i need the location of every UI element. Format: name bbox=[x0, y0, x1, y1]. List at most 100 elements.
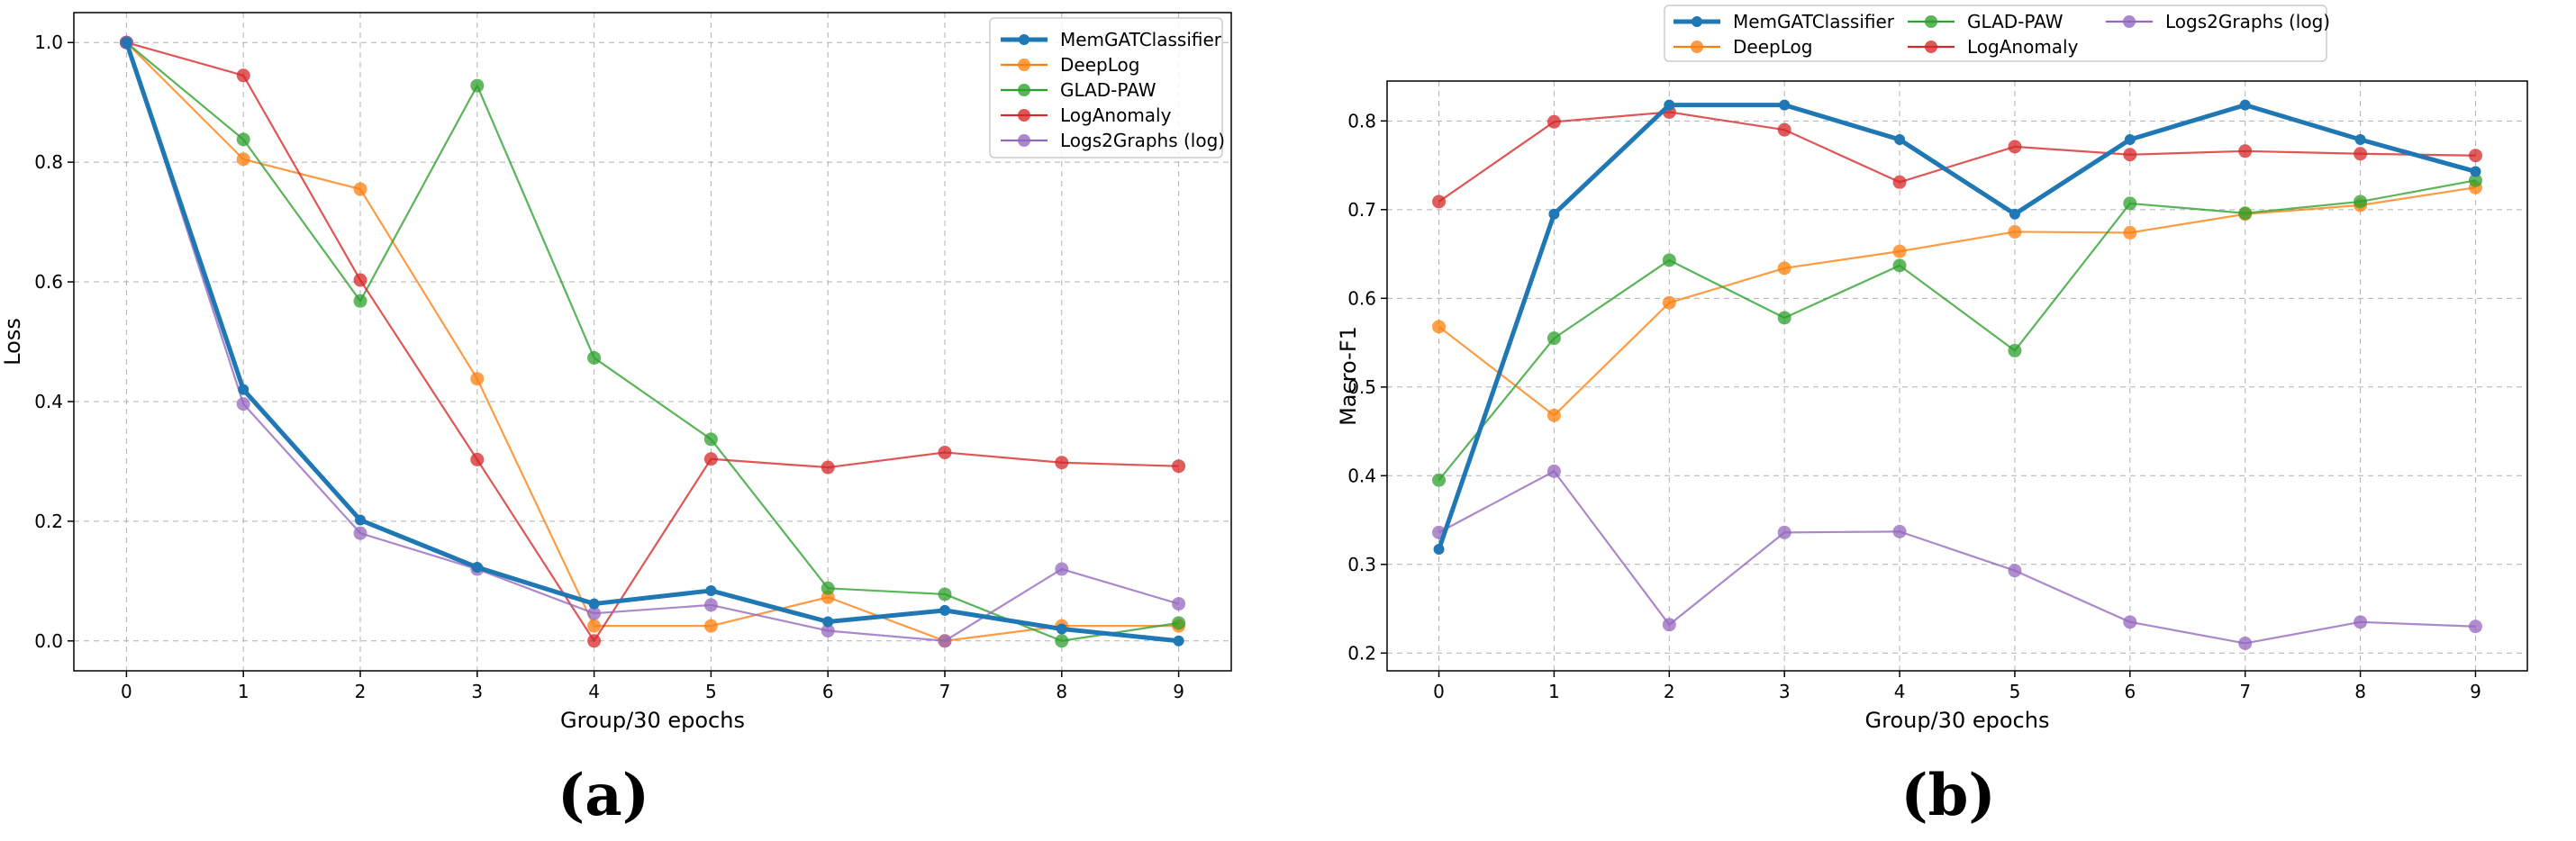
series-line bbox=[1438, 111, 2476, 203]
data-point bbox=[821, 623, 835, 638]
data-point bbox=[355, 514, 367, 526]
y-tick-label: 0.5 bbox=[1347, 376, 1376, 398]
series-line bbox=[125, 41, 1179, 642]
data-point bbox=[1892, 258, 1907, 273]
data-point bbox=[471, 562, 483, 574]
y-tick-label: 0.0 bbox=[34, 630, 63, 652]
data-point bbox=[1055, 634, 1069, 648]
data-point bbox=[2238, 206, 2253, 221]
series-glad-paw bbox=[1432, 173, 2482, 487]
y-tick-label: 0.4 bbox=[1347, 465, 1376, 486]
data-point bbox=[1777, 261, 1791, 276]
y-tick-label: 0.8 bbox=[1347, 110, 1376, 131]
data-point bbox=[703, 432, 718, 447]
data-point bbox=[2123, 615, 2137, 629]
data-point bbox=[1055, 562, 1069, 576]
data-point bbox=[121, 37, 132, 49]
legend-label: DeepLog bbox=[1733, 36, 1812, 58]
data-point bbox=[1547, 408, 1561, 422]
data-point bbox=[2124, 134, 2136, 146]
data-point bbox=[703, 452, 718, 466]
data-point bbox=[1056, 623, 1067, 635]
data-point bbox=[236, 132, 250, 147]
macro-f1-chart: 0 1 2 3 4 5 6 7 8 9 0.2 0.3 0.4 0.5 0.6 0.7 0.8 Group/30… bbox=[1336, 5, 2528, 829]
data-point bbox=[2009, 208, 2020, 220]
data-point bbox=[2123, 225, 2137, 240]
legend-label: MemGATClassifier bbox=[1733, 11, 1895, 32]
legend-marker bbox=[1019, 34, 1029, 45]
x-tick-label: 1 bbox=[238, 681, 249, 702]
legend: MemGATClassifier DeepLog GLAD-PAW LogAnomal… bbox=[989, 17, 1225, 158]
legend: MemGATClassifier DeepLog GLAD-PAW LogAnomal… bbox=[1664, 5, 2330, 62]
legend-label: Logs2Graphs (log) bbox=[2165, 11, 2330, 32]
series-memgatclassifier bbox=[121, 37, 1184, 647]
data-point bbox=[2008, 224, 2022, 239]
legend-label: GLAD-PAW bbox=[1967, 11, 2064, 32]
series-line bbox=[126, 41, 1179, 642]
data-point bbox=[2008, 564, 2022, 578]
data-point bbox=[353, 294, 367, 308]
x-tick-label: 9 bbox=[1173, 681, 1184, 702]
data-point bbox=[236, 68, 250, 83]
y-tick-label: 0.7 bbox=[1347, 199, 1376, 221]
data-point bbox=[2354, 615, 2368, 629]
series-memgatclassifier bbox=[1433, 99, 2481, 556]
panel-label: (b) bbox=[1900, 762, 1995, 829]
data-point bbox=[1892, 524, 1907, 538]
data-point bbox=[238, 384, 249, 395]
data-point bbox=[2123, 148, 2137, 162]
x-tick-label: 2 bbox=[355, 681, 367, 702]
data-point bbox=[703, 598, 718, 612]
data-point bbox=[1894, 134, 1906, 146]
x-tick-label: 6 bbox=[822, 681, 834, 702]
y-tick-label: 0.3 bbox=[1347, 554, 1376, 575]
data-point bbox=[470, 452, 485, 466]
data-point bbox=[1433, 544, 1445, 556]
y-tick-label: 0.6 bbox=[1347, 287, 1376, 309]
data-point bbox=[938, 634, 952, 648]
data-point bbox=[1777, 122, 1791, 137]
x-tick-label: 4 bbox=[1894, 681, 1906, 702]
legend-label: MemGATClassifier bbox=[1060, 29, 1222, 50]
x-tick-label: 6 bbox=[2124, 681, 2136, 702]
data-point bbox=[2354, 134, 2366, 146]
data-point bbox=[1172, 459, 1186, 474]
data-point bbox=[938, 587, 952, 601]
data-point bbox=[587, 619, 602, 633]
x-tick-label: 0 bbox=[121, 681, 132, 702]
data-point bbox=[705, 584, 717, 596]
x-tick-label: 2 bbox=[1664, 681, 1675, 702]
x-tick-label: 5 bbox=[2009, 681, 2021, 702]
data-point bbox=[1432, 473, 1447, 487]
data-point bbox=[1662, 253, 1676, 267]
y-tick-label: 1.0 bbox=[34, 32, 63, 53]
data-point bbox=[2468, 173, 2482, 187]
legend-label: LogAnomaly bbox=[1967, 36, 2079, 58]
legend-marker bbox=[1018, 109, 1030, 122]
y-axis-label: Loss bbox=[0, 318, 25, 366]
legend-entry-deeplog: DeepLog bbox=[1673, 36, 1812, 58]
series-logs2graphs-log bbox=[1432, 464, 2482, 650]
legend-marker bbox=[1018, 134, 1030, 147]
y-tick-label: 0.2 bbox=[1347, 642, 1376, 664]
legend-label: Logs2Graphs (log) bbox=[1060, 130, 1225, 151]
legend-box bbox=[989, 17, 1223, 158]
x-tick-label: 7 bbox=[2239, 681, 2251, 702]
series-line bbox=[124, 41, 1179, 644]
legend-marker bbox=[1692, 16, 1702, 27]
series-loganomaly bbox=[1432, 104, 2482, 209]
legend-entry-glad-paw: GLAD-PAW bbox=[1908, 11, 2064, 32]
legend-marker bbox=[1925, 41, 1937, 53]
data-point bbox=[821, 581, 835, 595]
y-tick-label: 0.6 bbox=[34, 271, 63, 293]
data-point bbox=[1779, 99, 1791, 111]
series-line bbox=[1438, 186, 2476, 417]
legend-marker bbox=[1691, 41, 1703, 53]
data-point bbox=[822, 616, 834, 628]
x-tick-label: 1 bbox=[1548, 681, 1560, 702]
data-point bbox=[1777, 311, 1791, 325]
data-point bbox=[821, 460, 835, 475]
data-point bbox=[1892, 244, 1907, 258]
series-loganomaly bbox=[119, 35, 1186, 648]
